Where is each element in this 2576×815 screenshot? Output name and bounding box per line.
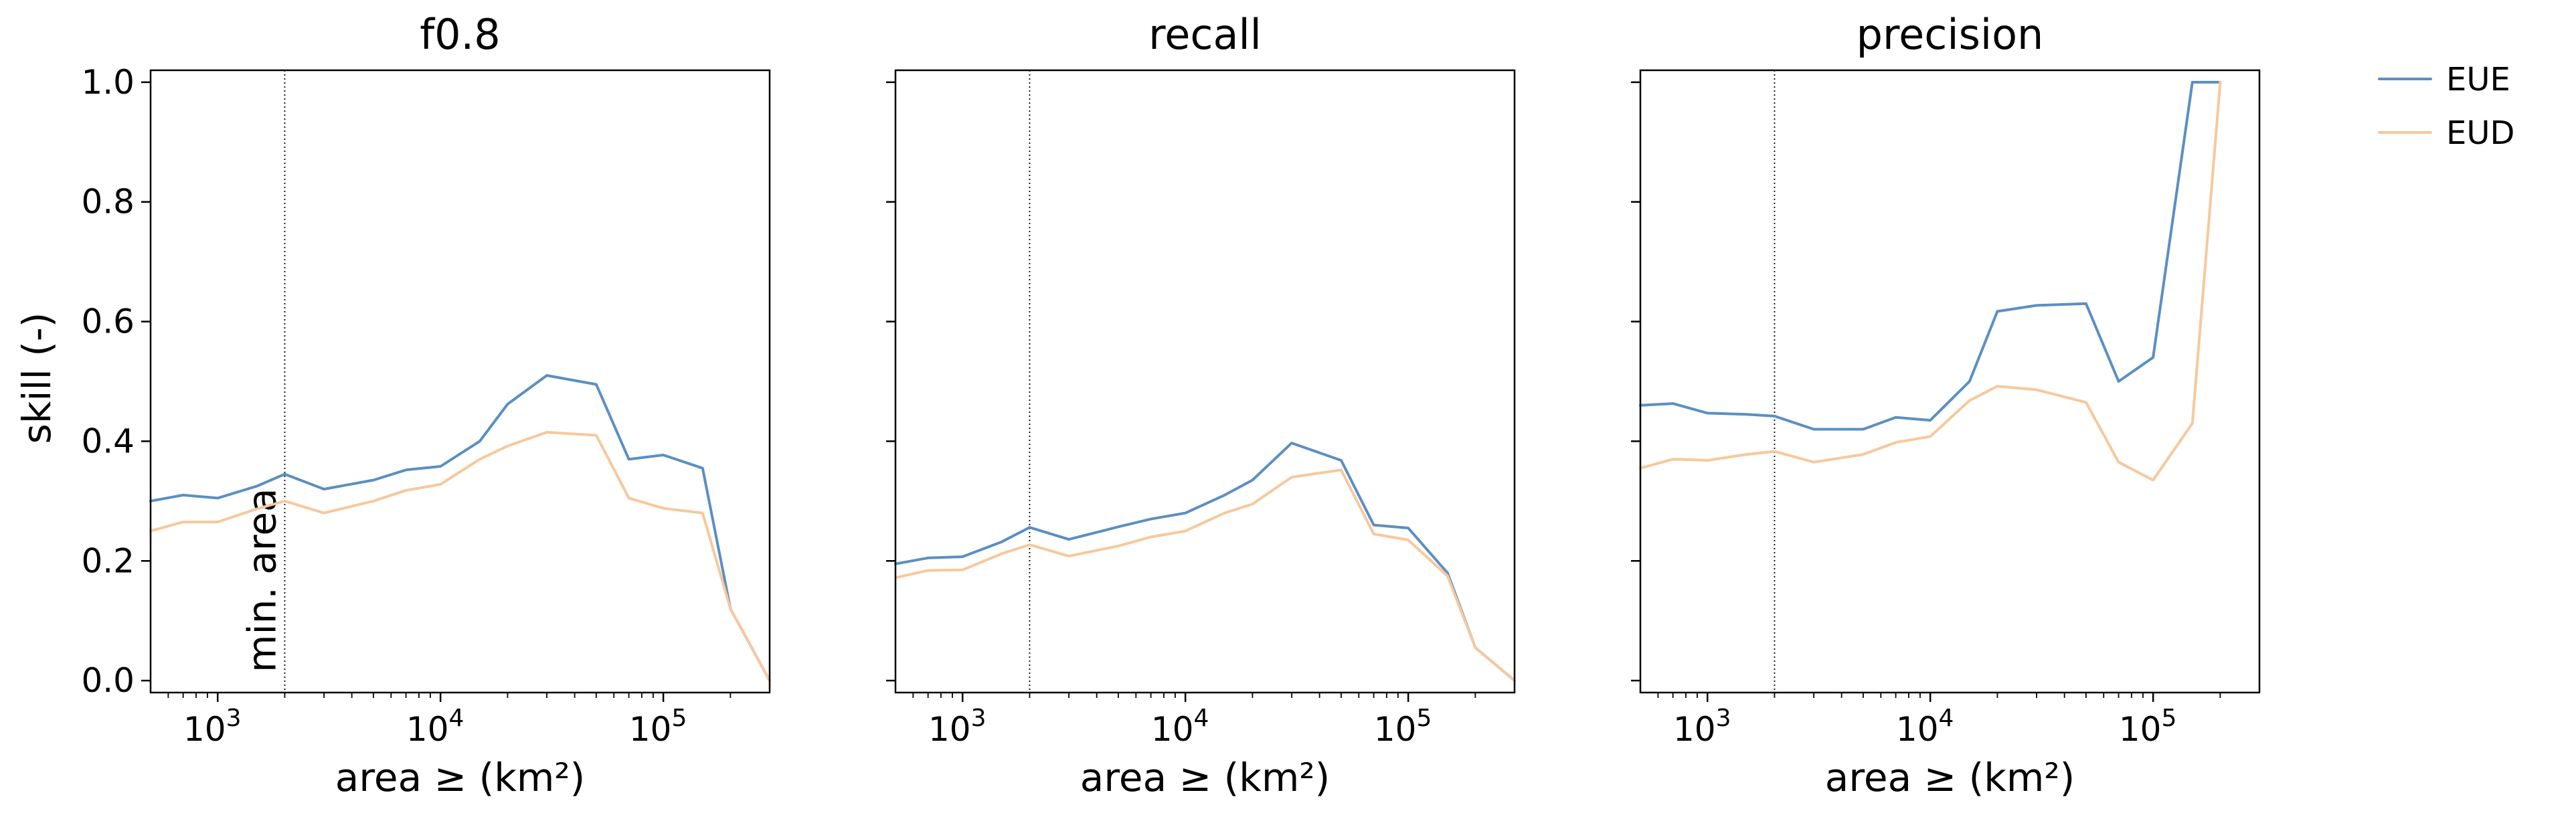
y-tick-label: 0.4: [81, 422, 135, 460]
panel-2: recall 103 104 105 area ≥ (km²): [886, 10, 1516, 800]
x-axis-label: area ≥ (km²): [1080, 755, 1330, 800]
x-tick-label: 104: [406, 705, 464, 749]
series-line-eue: [894, 442, 1516, 683]
panel-title: precision: [1857, 10, 2044, 59]
panel-title: f0.8: [420, 10, 500, 59]
x-tick-label: 105: [1374, 705, 1432, 749]
x-tick-label: 105: [629, 705, 687, 749]
plot-frame: [1639, 69, 2261, 694]
series-line-eue: [149, 374, 771, 683]
y-tick-label: 0.8: [81, 183, 135, 221]
x-tick-label: 105: [2119, 705, 2177, 749]
series-line-eue: [1639, 80, 2222, 431]
y-tick-label: 0.0: [81, 661, 135, 700]
x-tick-label: 104: [1151, 705, 1209, 749]
legend: EUE EUD: [2378, 61, 2514, 152]
series-line-eud: [894, 468, 1516, 683]
panel-title: recall: [1148, 10, 1262, 59]
legend-label-eud: EUD: [2446, 114, 2514, 152]
panel-1: f0.8 min. area 0.0 0.2 0.4 0.6 0.8 1.0 103 104 105…: [81, 10, 771, 800]
x-tick-label: 103: [1673, 705, 1731, 749]
x-tick-label: 104: [1896, 705, 1954, 749]
plot-frame: [894, 69, 1516, 694]
y-tick-label: 0.6: [81, 302, 135, 341]
y-tick-label: 0.2: [81, 541, 135, 580]
plot-frame: [149, 69, 771, 694]
x-axis-label: area ≥ (km²): [1825, 755, 2075, 800]
x-tick-label: 103: [183, 705, 242, 749]
x-axis-label: area ≥ (km²): [335, 755, 585, 800]
x-tick-label: 103: [928, 705, 986, 749]
panel-3: precision 103 104 105 area ≥ (km²): [1631, 10, 2261, 800]
series-line-eud: [149, 431, 771, 683]
chart-panels: f0.8 min. area 0.0 0.2 0.4 0.6 0.8 1.0 103 104 105…: [81, 10, 2261, 800]
min-area-label: min. area: [239, 488, 284, 672]
y-tick-label: 1.0: [81, 63, 135, 102]
y-axis-label: skill (-): [14, 312, 60, 444]
series-line-eud: [1639, 80, 2222, 482]
legend-label-eue: EUE: [2446, 61, 2510, 98]
